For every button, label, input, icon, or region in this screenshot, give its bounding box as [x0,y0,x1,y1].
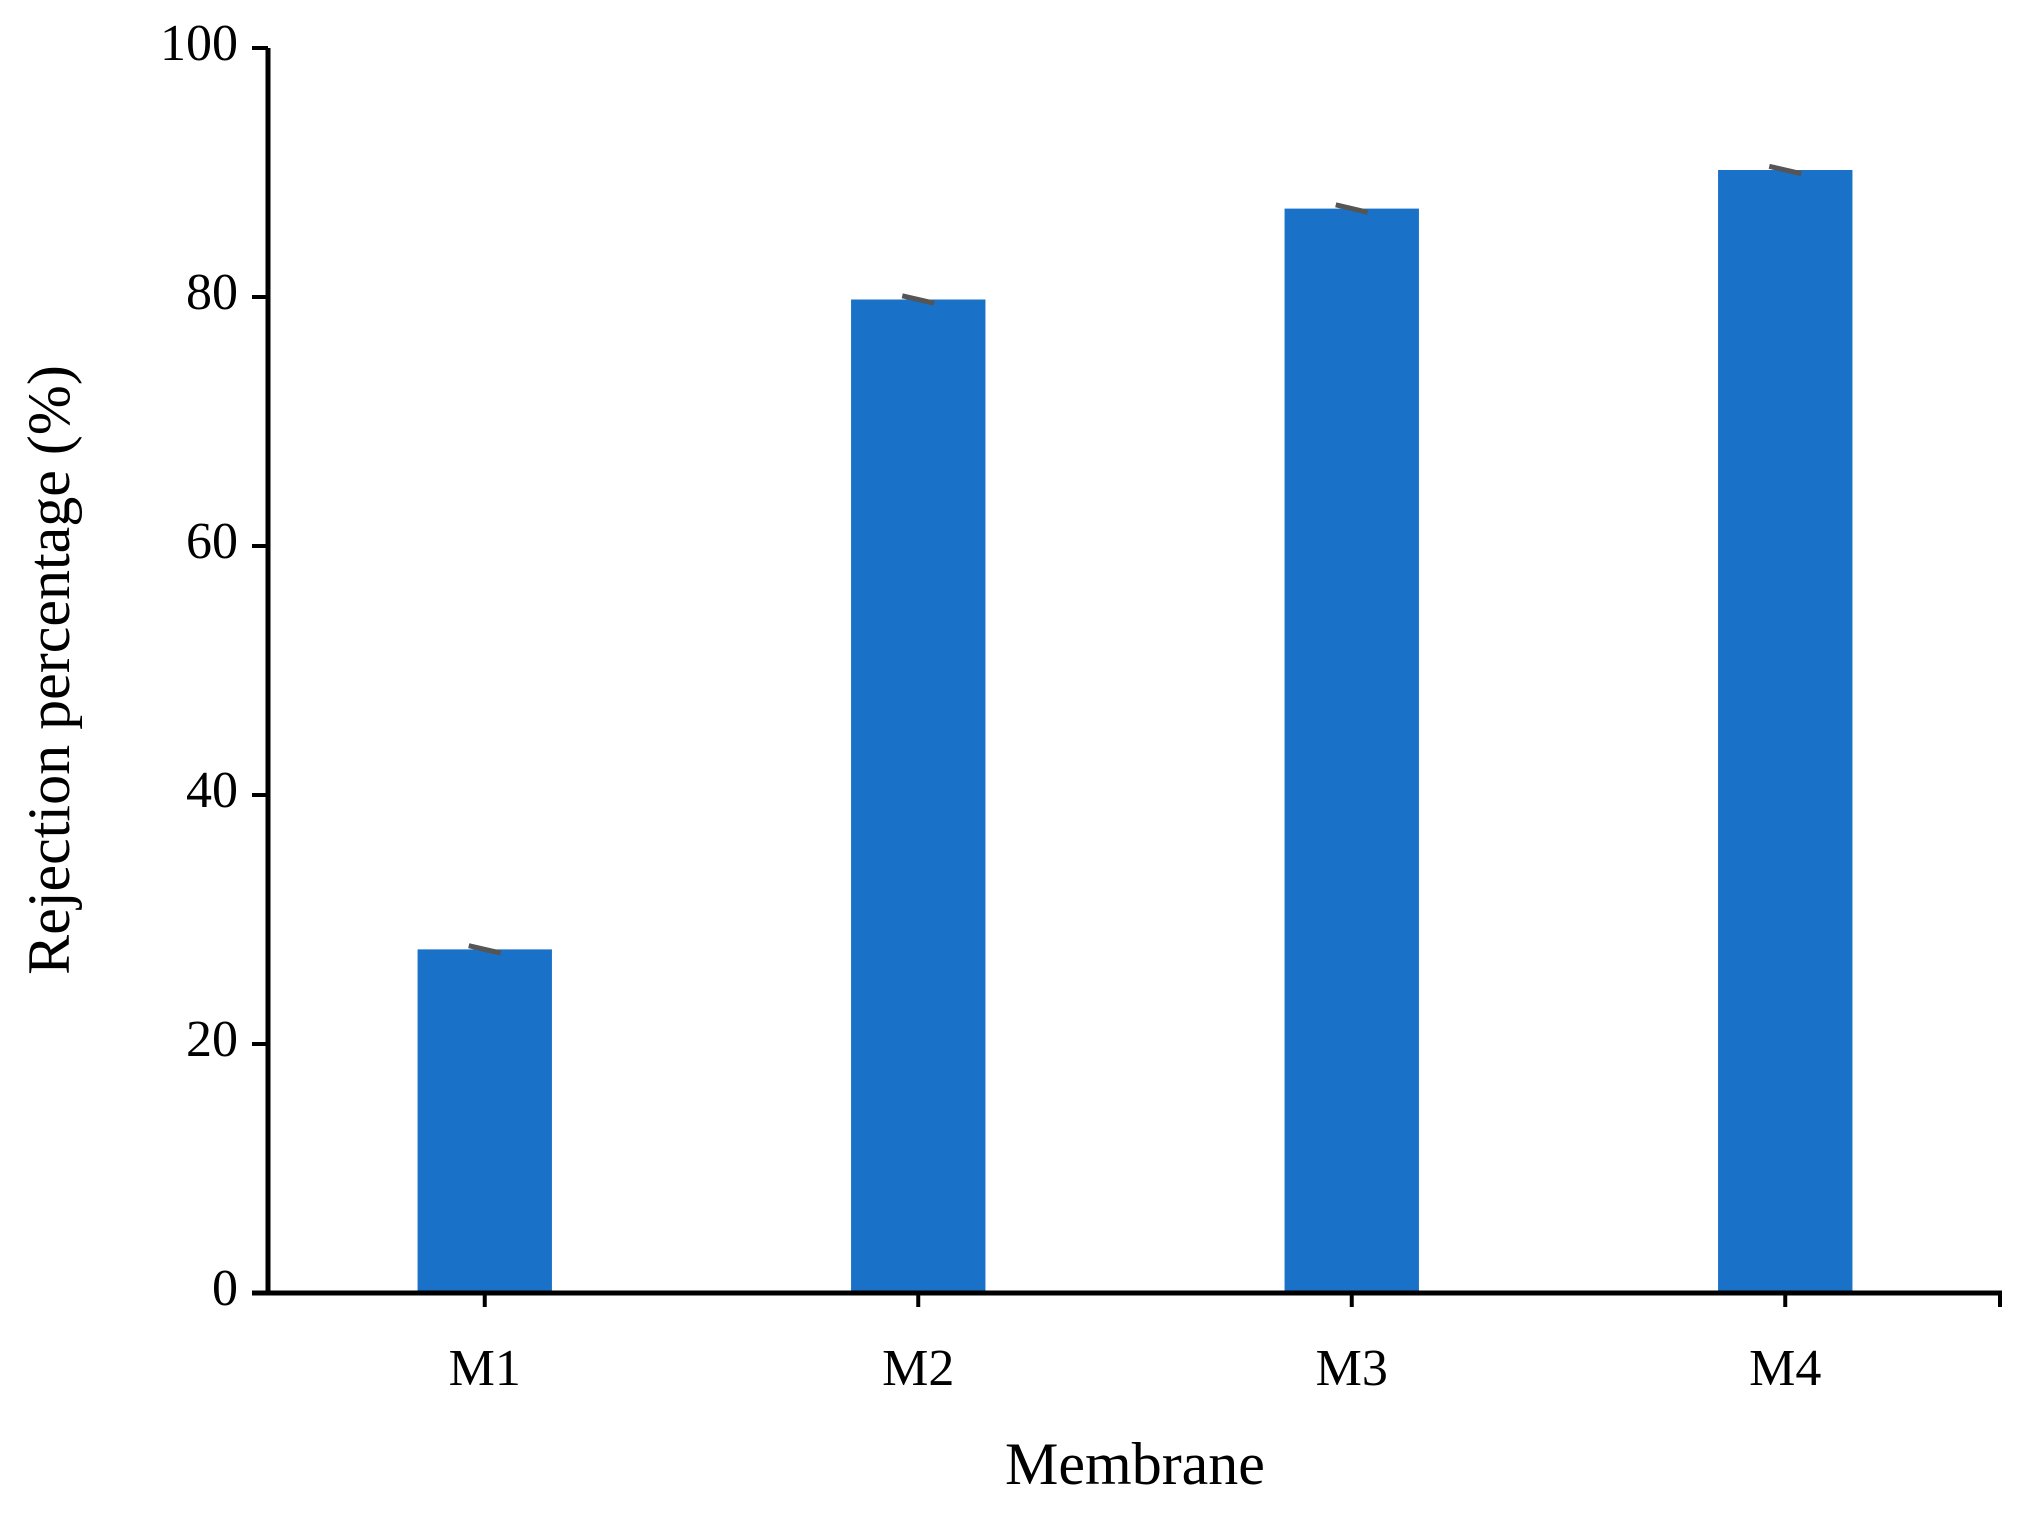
error-bar [1768,163,1802,177]
y-axis-title: Rejection percentage (%) [16,365,82,975]
x-tick-label: M4 [1749,1340,1821,1397]
error-bar [1335,202,1369,215]
bar [851,299,986,1293]
bar [417,949,552,1293]
y-tick-label: 100 [160,15,238,72]
x-axis-title: Membrane [1005,1431,1265,1497]
bar [1284,208,1419,1294]
y-tick-label: 0 [212,1260,238,1317]
y-tick-label: 80 [186,264,238,321]
bar [1718,170,1853,1293]
x-tick-label: M2 [882,1340,954,1397]
x-tick-label: M3 [1316,1340,1388,1397]
error-bar [901,293,935,306]
x-tick-label: M1 [449,1340,521,1397]
y-tick-label: 20 [186,1011,238,1068]
y-tick-label: 60 [186,513,238,570]
y-tick-label: 40 [186,762,238,819]
error-bar [468,943,502,956]
